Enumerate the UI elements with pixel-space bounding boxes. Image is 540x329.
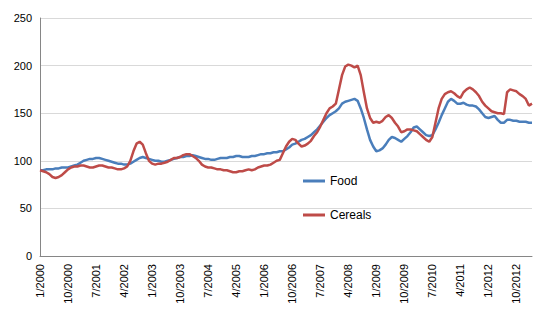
svg-text:100: 100 <box>14 155 32 167</box>
svg-text:200: 200 <box>14 60 32 72</box>
svg-text:10/2012: 10/2012 <box>510 264 522 304</box>
svg-text:Food: Food <box>330 174 357 188</box>
svg-text:250: 250 <box>14 12 32 24</box>
svg-text:10/2003: 10/2003 <box>174 264 186 304</box>
svg-text:4/2002: 4/2002 <box>118 264 130 298</box>
svg-text:7/2001: 7/2001 <box>90 264 102 298</box>
svg-text:4/2005: 4/2005 <box>230 264 242 298</box>
svg-text:0: 0 <box>26 250 32 262</box>
svg-text:1/2012: 1/2012 <box>482 264 494 298</box>
svg-text:1/2006: 1/2006 <box>258 264 270 298</box>
svg-text:7/2010: 7/2010 <box>426 264 438 298</box>
svg-text:150: 150 <box>14 107 32 119</box>
svg-text:10/2000: 10/2000 <box>62 264 74 304</box>
svg-text:7/2004: 7/2004 <box>202 264 214 298</box>
svg-text:1/2000: 1/2000 <box>34 264 46 298</box>
svg-text:4/2008: 4/2008 <box>342 264 354 298</box>
svg-text:Cereals: Cereals <box>330 208 371 222</box>
svg-text:10/2009: 10/2009 <box>398 264 410 304</box>
svg-text:1/2003: 1/2003 <box>146 264 158 298</box>
svg-text:50: 50 <box>20 202 32 214</box>
svg-text:1/2009: 1/2009 <box>370 264 382 298</box>
svg-text:7/2007: 7/2007 <box>314 264 326 298</box>
svg-text:10/2006: 10/2006 <box>286 264 298 304</box>
svg-text:4/2011: 4/2011 <box>454 264 466 297</box>
